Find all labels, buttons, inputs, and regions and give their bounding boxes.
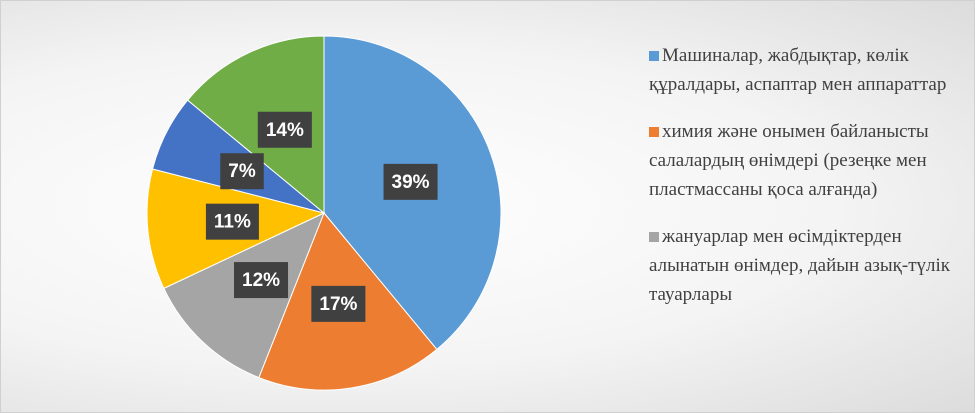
legend-label: жануарлар мен өсімдіктерден алынатын өні… [649,226,951,305]
data-label-box [205,203,259,240]
data-label: 11% [205,203,259,240]
data-label: 39% [383,163,438,200]
data-label-text: 14% [266,120,304,141]
data-label-box [220,153,264,190]
data-label-text: 7% [228,161,256,182]
data-label-text: 11% [214,212,251,233]
legend-swatch [649,51,659,61]
legend-entry: Машиналар, жабдықтар, көлік құралдары, а… [649,41,969,99]
data-label-text: 12% [242,270,280,291]
legend-label: химия және онымен байланысты салалардың … [649,121,929,200]
legend-swatch [649,127,659,137]
data-label-text: 39% [392,172,430,193]
data-label: 12% [234,262,289,299]
data-label-text: 17% [319,294,357,315]
data-label: 14% [257,111,312,148]
data-label-box [311,285,366,322]
data-label-box [234,262,289,299]
legend-swatch [649,232,659,242]
legend-label: Машиналар, жабдықтар, көлік құралдары, а… [649,45,947,95]
data-label-box [383,163,438,200]
data-label: 17% [311,285,366,322]
data-label-box [257,111,312,148]
legend-entry: жануарлар мен өсімдіктерден алынатын өні… [649,222,969,309]
legend-entry: химия және онымен байланысты салалардың … [649,117,969,204]
data-label: 7% [220,153,264,190]
pie-slice [186,35,325,215]
